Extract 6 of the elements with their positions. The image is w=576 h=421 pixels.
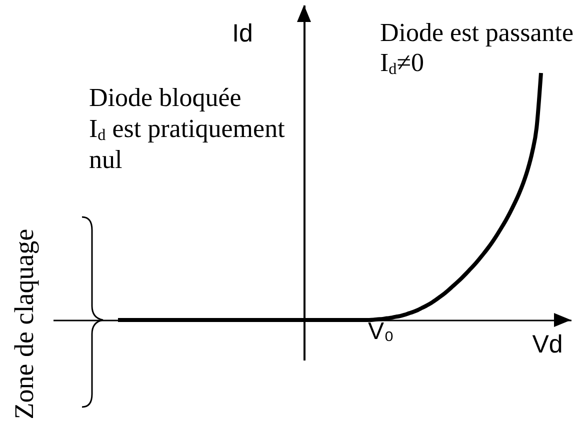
annotation: Diode est passante I$_{d}$≠0: [380, 18, 574, 78]
y-axis-title: Id: [232, 20, 253, 48]
text: Zone de claquage: [9, 228, 39, 420]
annotation: V₀: [368, 318, 394, 345]
x-axis-title: Vd: [532, 330, 563, 358]
annotation: Diode bloquée I$_{d}$ est pratiquement nul: [89, 82, 285, 175]
